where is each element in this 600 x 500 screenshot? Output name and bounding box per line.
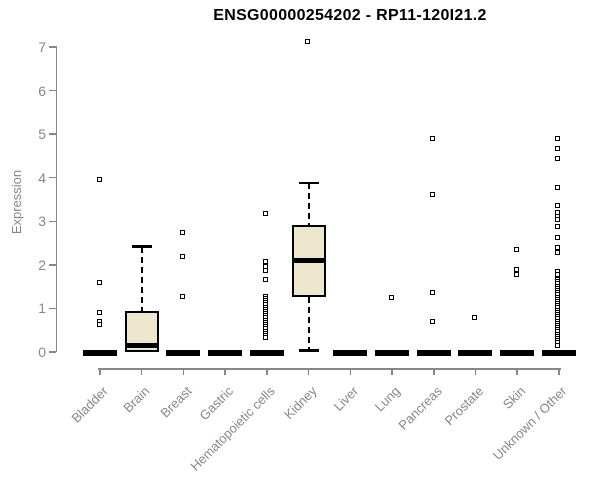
boxplot-collapsed-bar [208, 350, 243, 356]
outlier-point [96, 176, 102, 182]
outlier-point [555, 342, 561, 348]
outlier-point [513, 247, 519, 253]
outlier-point [513, 267, 519, 273]
outlier-point [263, 210, 269, 216]
outlier-point [263, 335, 269, 341]
outlier-point [555, 245, 561, 251]
boxplot-collapsed-bar [416, 350, 451, 356]
x-tick-label: Bladder [68, 383, 111, 426]
x-tick [224, 368, 226, 375]
outlier-point [555, 234, 561, 240]
x-axis-line [98, 368, 561, 370]
lower-whisker-cap [298, 349, 319, 352]
y-tick [48, 264, 56, 266]
boxplot-collapsed-bar [333, 350, 368, 356]
x-tick [182, 368, 185, 375]
outlier-point [179, 230, 185, 236]
y-tick-label: 1 [38, 300, 46, 317]
outlier-point [96, 321, 102, 327]
lower-whisker [307, 296, 310, 351]
y-axis-line [55, 46, 57, 352]
y-tick-label: 6 [38, 82, 46, 99]
boxplot-collapsed-bar [500, 350, 535, 356]
x-tick [433, 368, 435, 375]
y-tick [48, 46, 56, 48]
boxplot-collapsed-bar [166, 350, 201, 356]
outlier-point [555, 224, 561, 230]
x-tick-label: Unknown / Other [490, 383, 570, 463]
y-tick-label: 3 [38, 213, 46, 230]
y-tick [48, 176, 56, 179]
x-tick-label: Liver [330, 383, 362, 414]
outlier-point [555, 135, 561, 141]
upper-whisker-cap [131, 245, 152, 248]
x-tick [140, 368, 143, 375]
outlier-point [263, 267, 269, 273]
x-tick-label: Brain [120, 383, 153, 416]
outlier-point [430, 319, 436, 325]
x-tick [516, 368, 518, 375]
y-tick-label: 5 [38, 126, 46, 143]
y-tick [48, 220, 56, 223]
y-tick [48, 133, 56, 135]
x-tick [391, 368, 393, 375]
x-tick [558, 368, 560, 375]
y-tick [48, 89, 56, 92]
upper-whisker [140, 246, 143, 312]
outlier-point [430, 289, 436, 295]
outlier-point [471, 315, 477, 321]
outlier-point [96, 309, 102, 315]
y-tick-label: 2 [38, 256, 46, 273]
x-tick-label: Kidney [280, 383, 320, 423]
upper-whisker-cap [298, 181, 319, 185]
outlier-point [555, 156, 561, 162]
x-tick [99, 368, 101, 375]
boxplot-collapsed-bar [541, 350, 576, 356]
boxplot-collapsed-bar [83, 350, 117, 356]
y-tick-label: 7 [38, 39, 46, 55]
x-tick [474, 368, 477, 375]
outlier-point [555, 271, 561, 277]
x-tick-label: Prostate [441, 383, 487, 429]
x-tick-label: Lung [371, 383, 403, 415]
outlier-point [555, 203, 561, 209]
x-tick-label: Breast [157, 383, 195, 421]
outlier-point [96, 280, 102, 286]
outlier-point [305, 38, 311, 44]
x-tick [307, 368, 310, 375]
median-line [291, 258, 326, 263]
outlier-point [263, 277, 269, 283]
outlier-point [513, 271, 519, 277]
y-tick [48, 307, 56, 310]
median-line [124, 342, 159, 348]
x-tick [349, 368, 352, 375]
upper-whisker [307, 182, 310, 225]
y-tick-label: 4 [38, 169, 46, 186]
x-tick [266, 368, 268, 375]
outlier-point [555, 184, 561, 190]
outlier-point [555, 145, 561, 151]
boxplot-collapsed-bar [375, 350, 410, 356]
x-tick-label: Pancreas [395, 383, 445, 433]
outlier-point [555, 217, 561, 223]
outlier-point [179, 294, 185, 300]
outlier-point [388, 295, 394, 301]
outlier-point [179, 254, 185, 259]
y-tick-label: 0 [38, 344, 46, 360]
outlier-point [430, 192, 436, 198]
outlier-point [430, 135, 436, 141]
outlier-point [555, 250, 561, 256]
boxplot-collapsed-bar [249, 350, 284, 356]
x-tick-label: Skin [499, 383, 529, 412]
y-tick [48, 351, 56, 353]
boxplot-collapsed-bar [458, 350, 493, 356]
chart-title: ENSG00000254202 - RP11-120I21.2 [213, 7, 487, 24]
